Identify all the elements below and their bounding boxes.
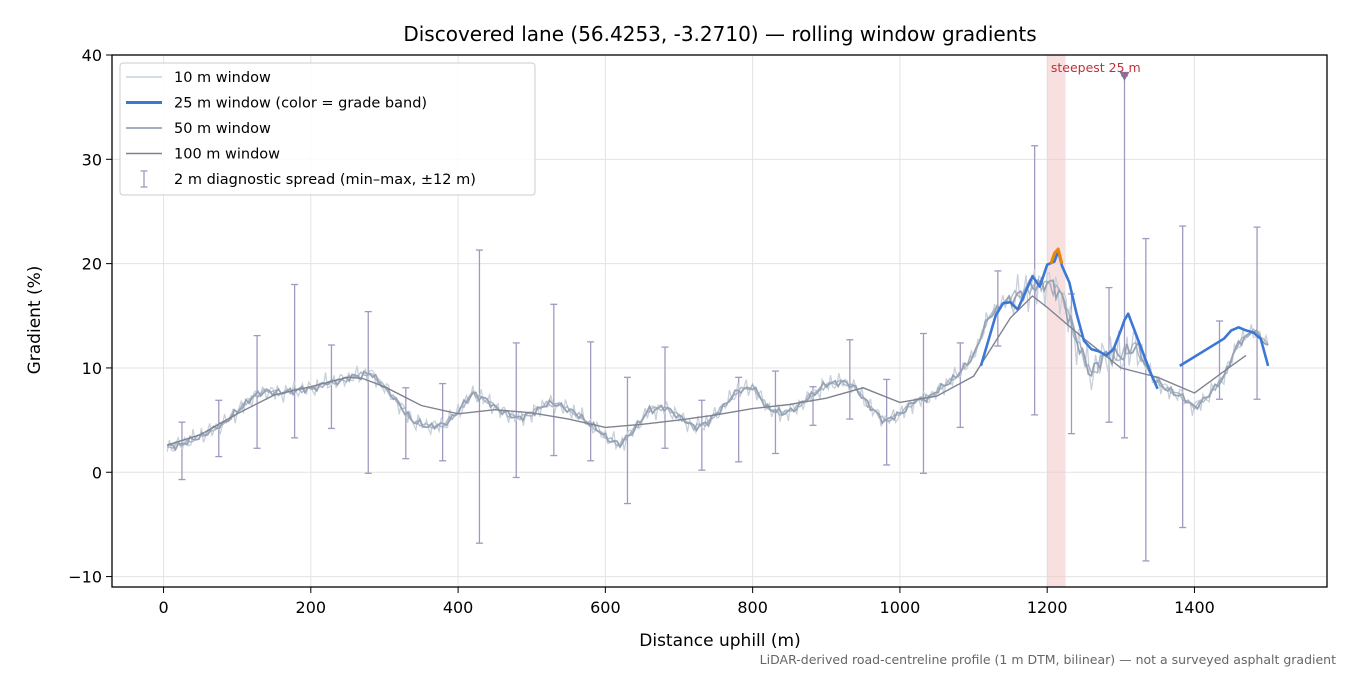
marker-layer: steepest 25 m [1051,60,1141,81]
errorbar [291,283,299,439]
errorbar [512,342,520,479]
errorbar-layer [178,75,1261,562]
legend-item: 25 m window (color = grade band) [126,96,427,112]
chart-title: Discovered lane (56.4253, -3.2710) — rol… [403,22,1036,46]
x-tick-label: 0 [158,598,168,617]
legend: 10 m window 25 m window (color = grade ba… [119,62,536,196]
errorbar [1142,237,1150,562]
errorbar [661,346,669,449]
errorbar [587,341,595,462]
legend-label: 100 m window [174,147,280,163]
x-tick-label: 800 [737,598,768,617]
errorbar [1121,75,1128,439]
x-tick-label: 1200 [1027,598,1068,617]
errorbar [846,339,854,420]
legend-item: 2 m diagnostic spread (min–max, ±12 m) [140,170,476,188]
legend-label: 25 m window (color = grade band) [174,96,427,112]
x-axis-label: Distance uphill (m) [639,631,800,651]
y-axis-label: Gradient (%) [25,266,45,375]
legend-item: 100 m window [126,147,280,163]
y-tick-label: 0 [92,463,102,482]
series-25m-steep-highlight [1049,247,1064,265]
legend-item: 50 m window [126,121,271,137]
legend-label: 50 m window [174,121,271,137]
errorbar [1215,320,1223,400]
plot-frame [111,54,1328,588]
errorbar [550,303,558,457]
errorbar [698,399,706,471]
x-tick-label: 600 [590,598,621,617]
series-100m-window [166,295,1247,446]
errorbar [364,310,372,474]
steepest-annotation: steepest 25 m [1051,60,1141,75]
series-10m-window [166,269,1269,453]
errorbar [178,421,186,481]
errorbar [1253,226,1261,400]
errorbar [1179,225,1187,529]
errorbar [327,344,335,430]
y-axis-ticks: −10 0 10 20 30 40 [68,46,112,587]
series-50m-window [166,276,1269,452]
errorbar [623,376,631,505]
steepest-band-rect [1047,55,1066,587]
legend-box [119,62,536,196]
x-tick-label: 1000 [880,598,921,617]
y-tick-label: 40 [82,46,102,65]
steepest-marker [1119,71,1130,81]
legend-label: 10 m window [174,70,271,86]
series-50m-window-b [167,278,1269,450]
x-tick-label: 400 [443,598,474,617]
y-tick-label: 30 [82,150,102,169]
errorbar [402,387,410,460]
errorbar [994,270,1002,347]
y-tick-label: 10 [82,359,102,378]
x-axis-ticks: 0 200 400 600 800 1000 1200 1400 [158,587,1215,617]
errorbar [919,332,927,474]
footnote: LiDAR-derived road-centreline profile (1… [760,652,1336,667]
steepest-band [1047,55,1066,587]
x-tick-label: 200 [296,598,327,617]
y-tick-label: 20 [82,255,102,274]
legend-label: 2 m diagnostic spread (min–max, ±12 m) [174,172,476,188]
y-tick-label: −10 [68,568,102,587]
series-25m-window [979,249,1270,390]
errorbar [956,342,964,429]
errorbar [883,378,891,466]
x-tick-label: 1400 [1174,598,1215,617]
series-layer [166,247,1270,453]
legend-item: 10 m window [126,70,271,86]
